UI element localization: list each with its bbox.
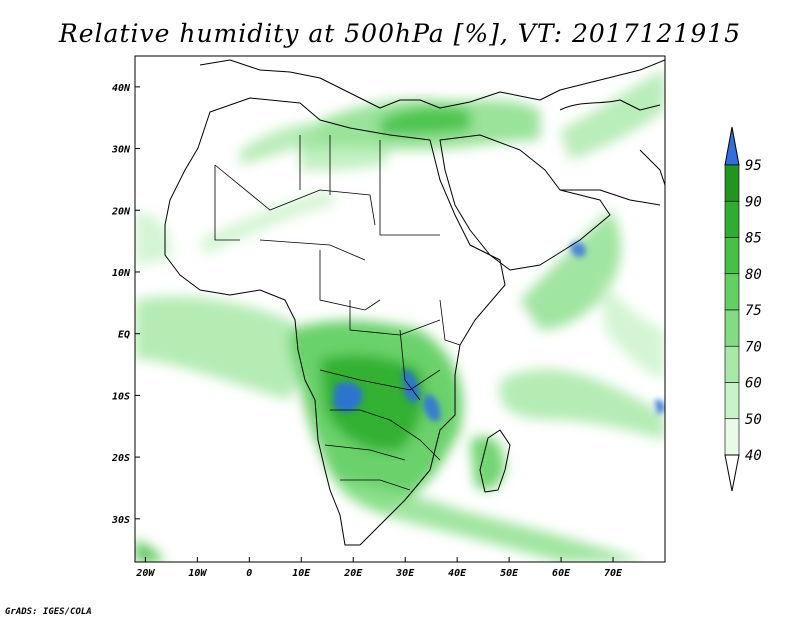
lon-tick-label: 20E — [343, 568, 363, 579]
colorbar-swatch — [724, 237, 740, 275]
lon-tick-label: 10W — [188, 568, 207, 579]
colorbar-swatch — [724, 164, 740, 202]
lon-tick-label: 10E — [292, 568, 311, 579]
colorbar-label: 75 — [745, 303, 762, 319]
colorbar: 40 50 60 70 75 80 85 90 95 — [724, 126, 762, 492]
credit-label: GrADS: IGES/COLA — [5, 607, 92, 617]
plot-frame — [134, 55, 666, 563]
lon-tick-label: 20W — [135, 568, 155, 579]
lon-tick-label: 0 — [246, 568, 252, 579]
colorbar-label: 50 — [745, 412, 762, 428]
colorbar-low-arrow — [724, 454, 740, 492]
lat-tick-label: 30S — [111, 515, 130, 526]
plot-area — [135, 56, 665, 562]
latitude-axis: 40N 30N 20N 10N EQ 10S 20S 30S — [111, 83, 140, 526]
lat-tick-label: 20S — [111, 453, 130, 464]
humidity-field — [135, 70, 665, 562]
colorbar-label: 60 — [745, 376, 762, 392]
lat-tick-label: 30N — [111, 145, 131, 156]
colorbar-swatch — [724, 345, 740, 383]
colorbar-swatch — [724, 309, 740, 347]
lat-tick-label: 10N — [112, 268, 131, 279]
map-title: Relative humidity at 500hPa [%], VT: 201… — [58, 19, 741, 48]
lat-tick-label: 10S — [112, 391, 130, 402]
coastlines — [164, 59, 665, 546]
lon-tick-label: 40E — [448, 568, 467, 579]
lat-tick-label: 20N — [111, 206, 131, 217]
lon-tick-label: 50E — [500, 568, 519, 579]
colorbar-label: 85 — [745, 231, 762, 247]
colorbar-swatch — [724, 382, 740, 420]
lon-tick-label: 30E — [395, 568, 415, 579]
lon-tick-label: 60E — [552, 568, 571, 579]
colorbar-label: 95 — [745, 158, 762, 174]
humidity-core — [333, 242, 665, 422]
colorbar-label: 90 — [745, 194, 762, 210]
colorbar-label: 40 — [745, 448, 762, 464]
lat-tick-label: 40N — [112, 83, 131, 94]
country-borders — [214, 135, 461, 491]
colorbar-label: 70 — [745, 339, 762, 355]
longitude-axis: 20W 10W 0 10E 20E 30E 40E 50E 60E 70E — [135, 557, 623, 579]
colorbar-swatch — [724, 200, 740, 238]
lat-tick-label: EQ — [118, 330, 130, 341]
colorbar-high-arrow — [724, 126, 740, 166]
colorbar-label: 80 — [745, 267, 762, 283]
colorbar-swatch — [724, 418, 740, 456]
lon-tick-label: 70E — [604, 568, 623, 579]
colorbar-swatch — [724, 273, 740, 311]
